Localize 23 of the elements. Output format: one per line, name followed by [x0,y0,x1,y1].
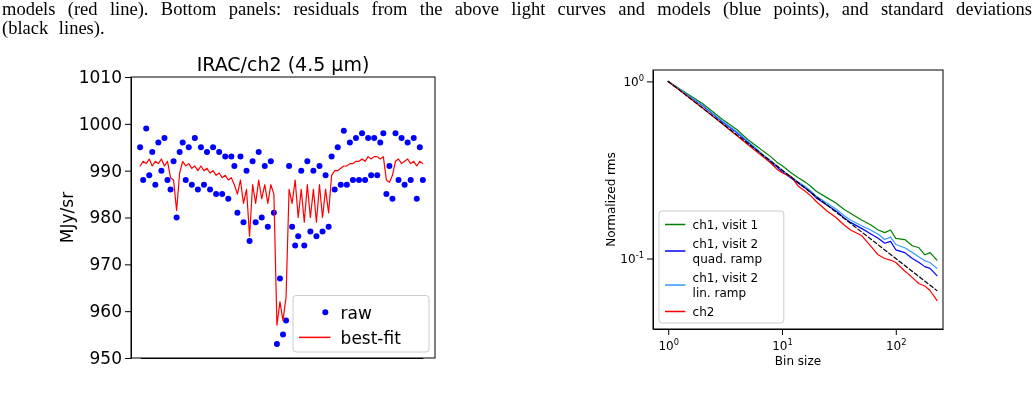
legend-label: ch1, visit 2 quad. ramp [692,237,763,266]
legend-label: raw [340,302,373,323]
x-axis-title: Bin size [774,354,822,368]
y-axis-title: MJy/sr [57,191,77,244]
y-tick-label: 970 [89,254,122,275]
legend-label: ch2 [692,305,715,319]
y-tick-label: 960 [89,301,122,322]
y-tick-label: 990 [89,160,122,181]
text: models (red line). Bottom panels: residuals from the above light curves and models (blue points), and standard deviations (black lines). [2,0,1032,38]
y-tick-label: 10$^{-1}$ [620,249,644,266]
x-tick-label: 10$^{0}$ [658,337,680,353]
legend-label: ch1, visit 1 [692,218,759,232]
x-tick-label: 10$^{2}$ [885,337,907,353]
legend-label: best-fit [340,327,402,348]
chart-title: IRAC/ch2 (4.5 μm) [196,53,370,75]
x-tick-label: 10$^{1}$ [772,337,793,353]
y-axis-title: Normalized rms [604,152,618,247]
y-tick-label: 980 [89,207,122,228]
y-tick-label: 950 [89,347,122,368]
legend-label: ch1, visit 2 lin. ramp [692,271,759,300]
y-tick-label: 1010 [78,66,122,87]
y-tick-label: 1000 [78,113,122,134]
line-series [139,156,424,326]
